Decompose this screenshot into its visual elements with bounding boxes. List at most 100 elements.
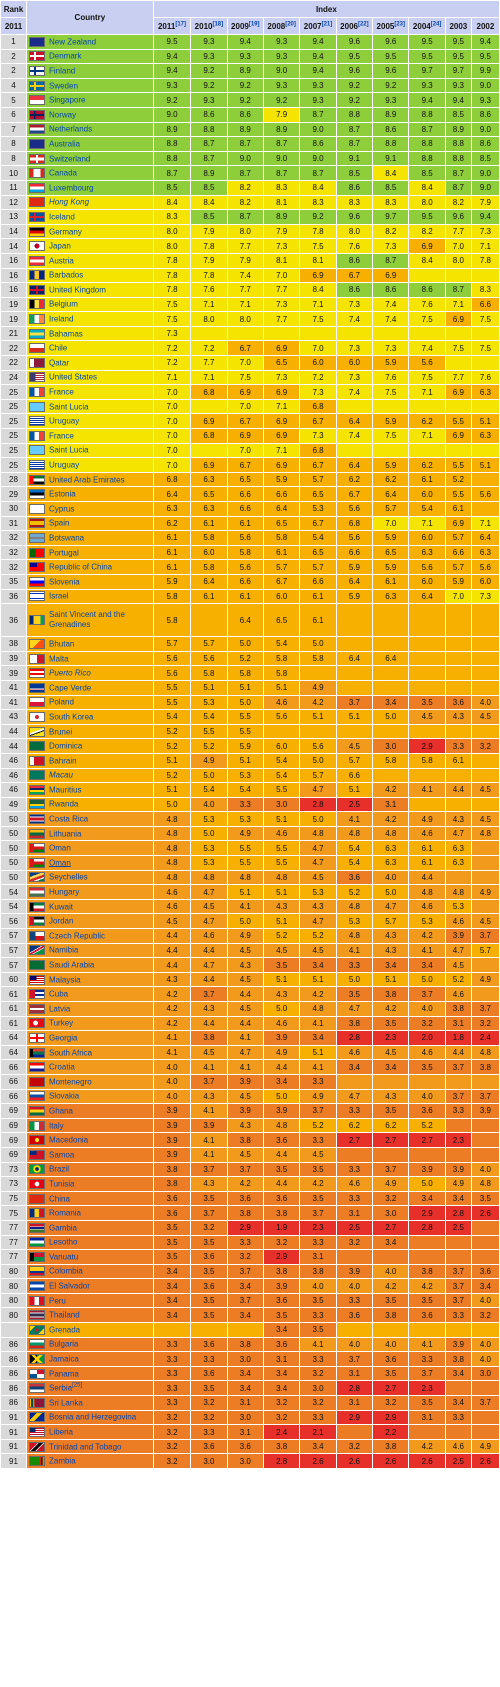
country-link[interactable]: Israel xyxy=(48,591,69,601)
citation-link[interactable]: [23] xyxy=(394,20,406,27)
country-link[interactable]: South Korea xyxy=(48,712,94,722)
citation-link[interactable]: [20] xyxy=(285,20,296,27)
country-link[interactable]: Dominica xyxy=(48,741,83,751)
country-link[interactable]: Germany xyxy=(48,227,82,237)
country-link[interactable]: Norway xyxy=(48,110,77,120)
country-link[interactable]: Saint Lucia xyxy=(48,445,89,455)
country-link[interactable]: Poland xyxy=(48,697,74,707)
country-link[interactable]: Belgium xyxy=(48,299,78,309)
country-link[interactable]: Cyprus xyxy=(48,504,75,514)
country-link[interactable]: Bahamas xyxy=(48,329,83,339)
country-link[interactable]: Peru xyxy=(48,1296,66,1306)
country-link[interactable]: Montenegro xyxy=(48,1077,92,1087)
country-link[interactable]: Italy xyxy=(48,1121,64,1131)
country-link[interactable]: Grenada xyxy=(48,1325,81,1335)
country-link[interactable]: Austria xyxy=(48,256,74,266)
country-link[interactable]: New Zealand xyxy=(48,37,97,47)
country-link[interactable]: Jamaica xyxy=(48,1354,79,1364)
country-link[interactable]: Estonia xyxy=(48,489,76,499)
country-link[interactable]: Brazil xyxy=(48,1164,69,1174)
citation-link[interactable]: [21] xyxy=(321,20,333,27)
country-link[interactable]: Uruguay xyxy=(48,416,80,426)
country-link[interactable]: Malta xyxy=(48,654,69,664)
country-link[interactable]: Saint Vincent and the Grenadines xyxy=(48,610,125,630)
country-link[interactable]: Botswana xyxy=(48,533,85,543)
country-link[interactable]: Macau xyxy=(48,770,73,780)
country-link[interactable]: Panama xyxy=(48,1369,79,1379)
country-link[interactable]: Canada xyxy=(48,168,78,178)
country-link[interactable]: Chile xyxy=(48,343,68,353)
country-link[interactable]: Croatia xyxy=(48,1062,75,1072)
country-link[interactable]: Namibia xyxy=(48,945,79,955)
country-link[interactable]: Sweden xyxy=(48,81,78,91)
country-link[interactable]: Rwanda xyxy=(48,799,79,809)
country-link[interactable]: Turkey xyxy=(48,1018,74,1028)
country-link[interactable]: Hong Kong xyxy=(48,197,90,207)
country-link[interactable]: South Africa xyxy=(48,1048,93,1058)
year-header-2004[interactable]: 2004[24] xyxy=(408,17,446,35)
country-link[interactable]: United Kingdom xyxy=(48,285,106,295)
country-link[interactable]: Czech Republic xyxy=(48,931,106,941)
country-link[interactable]: Iceland xyxy=(48,212,75,222)
country-link[interactable]: Serbia xyxy=(48,1383,73,1393)
country-link[interactable]: Seychelles xyxy=(48,872,88,882)
country-link[interactable]: Australia xyxy=(48,139,81,149)
country-link[interactable]: Vanuatu xyxy=(48,1252,79,1262)
year-header-2010[interactable]: 2010[18] xyxy=(190,17,228,35)
country-link[interactable]: Sri Lanka xyxy=(48,1398,83,1408)
country-link[interactable]: Lesotho xyxy=(48,1237,78,1247)
country-link[interactable]: Oman xyxy=(48,843,71,853)
country-link[interactable]: Portugal xyxy=(48,548,79,558)
country-link[interactable]: Ghana xyxy=(48,1106,74,1116)
country-link[interactable]: Japan xyxy=(48,241,71,251)
country-link[interactable]: Liberia xyxy=(48,1427,73,1437)
country-link[interactable]: Macedonia xyxy=(48,1135,89,1145)
country-link[interactable]: Luxembourg xyxy=(48,183,94,193)
country-link[interactable]: Cape Verde xyxy=(48,683,92,693)
country-link[interactable]: Cuba xyxy=(48,989,69,999)
country-link[interactable]: Jordan xyxy=(48,916,74,926)
year-header-2003[interactable]: 2003 xyxy=(444,17,472,35)
country-link[interactable]: Oman xyxy=(48,858,71,868)
country-link[interactable]: China xyxy=(48,1194,70,1204)
country-link[interactable]: Denmark xyxy=(48,51,82,61)
country-link[interactable]: Costa Rica xyxy=(48,814,89,824)
country-link[interactable]: Tunisia xyxy=(48,1179,75,1189)
country-link[interactable]: Slovenia xyxy=(48,577,80,587)
country-link[interactable]: United States xyxy=(48,372,98,382)
country-link[interactable]: Colombia xyxy=(48,1266,83,1276)
citation-link[interactable]: [24] xyxy=(430,20,442,27)
country-link[interactable]: Finland xyxy=(48,66,76,76)
country-link[interactable]: Switzerland xyxy=(48,154,91,164)
year-header-2008[interactable]: 2008[20] xyxy=(262,17,301,35)
citation-link[interactable]: [19] xyxy=(248,20,260,27)
country-link[interactable]: Samoa xyxy=(48,1150,75,1160)
country-link[interactable]: Netherlands xyxy=(48,124,93,134)
country-link[interactable]: Zambia xyxy=(48,1456,76,1466)
country-link[interactable]: Kuwait xyxy=(48,902,73,912)
country-link[interactable]: Lithuania xyxy=(48,829,82,839)
country-link[interactable]: Hungary xyxy=(48,887,80,897)
citation-link[interactable]: [17] xyxy=(175,20,187,27)
country-link[interactable]: Malaysia xyxy=(48,975,81,985)
country-link[interactable]: Qatar xyxy=(48,358,69,368)
country-link[interactable]: Ireland xyxy=(48,314,74,324)
citation-link[interactable]: [22] xyxy=(357,20,369,27)
country-link[interactable]: Spain xyxy=(48,518,70,528)
year-header-2002[interactable]: 2002 xyxy=(470,17,500,35)
country-link[interactable]: Uruguay xyxy=(48,460,80,470)
country-link[interactable]: El Salvador xyxy=(48,1281,90,1291)
country-link[interactable]: Thailand xyxy=(48,1310,80,1320)
country-link[interactable]: Bahrain xyxy=(48,756,77,766)
country-link[interactable]: Bosnia and Herzegovina xyxy=(48,1412,137,1422)
country-link[interactable]: Saudi Arabia xyxy=(48,960,95,970)
country-link[interactable]: Trinidad and Tobago xyxy=(48,1442,122,1452)
country-link[interactable]: Republic of China xyxy=(48,562,113,572)
citation-link[interactable]: [25] xyxy=(72,1382,83,1389)
citation-link[interactable]: [18] xyxy=(212,20,224,27)
year-header-2006[interactable]: 2006[22] xyxy=(335,17,374,35)
country-link[interactable]: Singapore xyxy=(48,95,86,105)
country-link[interactable]: Romania xyxy=(48,1208,81,1218)
country-link[interactable]: France xyxy=(48,431,74,441)
country-link[interactable]: Georgia xyxy=(48,1033,78,1043)
